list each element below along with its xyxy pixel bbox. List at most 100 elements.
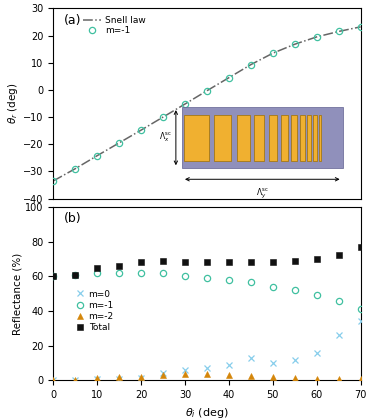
m=-1 <box>73 166 78 171</box>
m=-1 <box>161 270 165 275</box>
m=-1 <box>205 88 209 93</box>
m=-2 <box>249 374 253 379</box>
m=-2 <box>183 372 187 377</box>
m=0 <box>227 362 231 367</box>
m=-2 <box>95 375 99 380</box>
m=0 <box>139 375 144 380</box>
Snell law <box>205 88 209 93</box>
Snell law <box>293 42 297 47</box>
Total <box>95 265 99 270</box>
Snell law <box>315 34 319 39</box>
Legend: Snell law, m=-1: Snell law, m=-1 <box>82 15 147 36</box>
m=-1 <box>227 75 231 80</box>
m=-1 <box>139 270 144 275</box>
m=-1 <box>315 34 319 39</box>
m=-1 <box>51 178 56 184</box>
m=-2 <box>161 373 165 378</box>
Y-axis label: Reflectance (%): Reflectance (%) <box>13 252 22 335</box>
m=-1 <box>117 140 121 145</box>
m=-1 <box>227 277 231 282</box>
Snell law <box>117 140 121 145</box>
m=0 <box>270 360 275 365</box>
Line: m=-1: m=-1 <box>50 270 364 312</box>
Total <box>227 260 231 265</box>
Total <box>117 263 121 268</box>
Total <box>51 274 56 279</box>
m=-1 <box>315 293 319 298</box>
m=-1 <box>358 24 363 29</box>
m=-2 <box>73 377 78 382</box>
Total <box>73 272 78 277</box>
m=-1 <box>336 298 341 303</box>
m=-1 <box>249 62 253 67</box>
Total <box>293 258 297 263</box>
m=-1 <box>183 102 187 107</box>
m=-2 <box>270 375 275 380</box>
m=-1 <box>117 270 121 275</box>
m=-1 <box>73 272 78 277</box>
X-axis label: $\theta_i$ (deg): $\theta_i$ (deg) <box>185 405 229 418</box>
m=0 <box>73 377 78 382</box>
m=0 <box>358 319 363 324</box>
m=-2 <box>336 376 341 381</box>
m=0 <box>183 367 187 372</box>
Snell law <box>95 153 99 158</box>
Line: m=0: m=0 <box>50 319 364 383</box>
Text: (b): (b) <box>64 212 82 225</box>
Line: Snell law: Snell law <box>53 27 361 181</box>
m=-1 <box>161 115 165 120</box>
m=0 <box>249 355 253 360</box>
m=0 <box>293 357 297 362</box>
m=0 <box>315 350 319 355</box>
m=0 <box>161 371 165 376</box>
m=-1 <box>336 29 341 34</box>
m=-1 <box>293 42 297 47</box>
Snell law <box>336 29 341 34</box>
m=-1 <box>270 284 275 289</box>
Text: (a): (a) <box>64 14 82 27</box>
m=0 <box>51 378 56 383</box>
Legend: m=0, m=-1, m=-2, Total: m=0, m=-1, m=-2, Total <box>73 289 115 333</box>
Snell law <box>270 51 275 56</box>
m=-2 <box>227 373 231 378</box>
Snell law <box>139 127 144 133</box>
m=-2 <box>205 372 209 377</box>
Total <box>315 256 319 262</box>
m=-2 <box>139 375 144 380</box>
m=-1 <box>51 274 56 279</box>
m=0 <box>205 366 209 371</box>
Snell law <box>249 62 253 67</box>
m=0 <box>95 376 99 381</box>
Total <box>161 258 165 263</box>
Total <box>205 260 209 265</box>
m=-2 <box>51 378 56 383</box>
Line: m=-2: m=-2 <box>50 372 364 383</box>
m=-1 <box>293 288 297 293</box>
Total <box>358 244 363 249</box>
m=-1 <box>270 51 275 56</box>
Total <box>270 260 275 265</box>
Total <box>139 260 144 265</box>
Total <box>249 260 253 265</box>
m=-2 <box>315 376 319 381</box>
Snell law <box>51 178 56 184</box>
m=-1 <box>205 275 209 280</box>
m=-1 <box>358 307 363 312</box>
Snell law <box>358 24 363 29</box>
m=-1 <box>249 279 253 284</box>
m=0 <box>117 376 121 381</box>
Snell law <box>227 75 231 80</box>
m=-2 <box>358 376 363 381</box>
Total <box>336 253 341 258</box>
Line: Total: Total <box>50 244 364 279</box>
Snell law <box>73 166 78 171</box>
m=0 <box>336 333 341 338</box>
m=-1 <box>95 270 99 275</box>
m=-2 <box>293 375 297 380</box>
m=-1 <box>183 274 187 279</box>
m=-2 <box>117 375 121 380</box>
Y-axis label: $\theta_r$ (deg): $\theta_r$ (deg) <box>6 83 20 124</box>
Line: m=-1: m=-1 <box>50 24 364 184</box>
Snell law <box>161 115 165 120</box>
m=-1 <box>139 127 144 133</box>
